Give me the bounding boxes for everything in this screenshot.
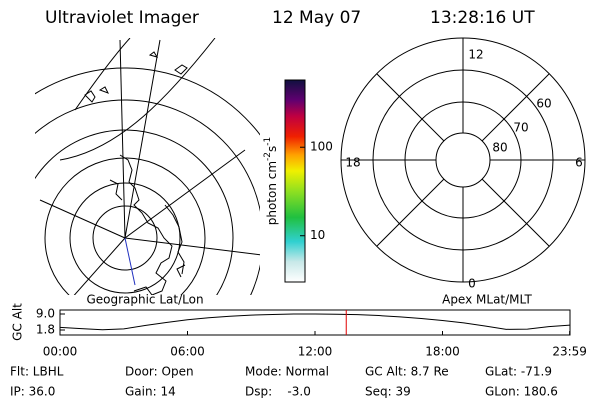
mlt-label: 0 [468, 277, 476, 291]
x-tick-label: 23:59 [552, 345, 587, 359]
label-sup: -1 [263, 137, 273, 146]
info-field: GLat: -71.9 [485, 365, 552, 379]
time: 13:28:16 UT [430, 8, 535, 28]
instrument: Ultraviolet Imager [45, 8, 199, 28]
label-part: s [265, 146, 279, 152]
x-tick-label: 00:00 [43, 345, 78, 359]
colorbar [284, 79, 306, 283]
info-field: Flt: LBHL [10, 365, 64, 379]
info-field: IP: 36.0 [10, 385, 55, 399]
info-field: GLon: 180.6 [485, 385, 558, 399]
mlt-label: 18 [345, 156, 360, 170]
label-part: photon cm [265, 161, 279, 225]
alt-plot: 1.8 9.0 00:00 06:00 12:00 18:00 23:59 [36, 307, 587, 359]
y-axis-label: GC Alt [11, 303, 25, 341]
x-tick-label: 18:00 [425, 345, 460, 359]
y-tick-label: 1.8 [36, 323, 55, 337]
info-field: Dsp: -3.0 [245, 385, 311, 399]
mlt-label: 6 [575, 156, 583, 170]
label-sup: -2 [263, 152, 273, 161]
panel-label: Geographic Lat/Lon [86, 293, 203, 307]
geo-map [35, 38, 260, 295]
info-panel: Flt: LBHL Door: Open Mode: Normal GC Alt: 8… [10, 365, 558, 399]
colorbar-ticks: 10 100 [300, 140, 333, 242]
mlat-label: 60 [536, 97, 551, 111]
panel-label: Apex MLat/MLT [442, 293, 532, 307]
info-field: Gain: 14 [125, 385, 176, 399]
info-field: Seq: 39 [365, 385, 411, 399]
colorbar-tick-label: 100 [310, 140, 333, 154]
colorbar-label: photon cm-2s-1 [263, 137, 279, 226]
mlat-label: 80 [492, 141, 507, 155]
mlt-label: 12 [468, 48, 483, 62]
y-tick-label: 9.0 [36, 307, 55, 321]
date: 12 May 07 [272, 8, 361, 28]
info-field: Mode: Normal [245, 365, 329, 379]
info-field: Door: Open [125, 365, 194, 379]
alt-line [59, 313, 571, 331]
polar-plot [340, 37, 586, 283]
mlat-label: 70 [513, 121, 528, 135]
x-tick-label: 06:00 [170, 345, 205, 359]
info-field: GC Alt: 8.7 Re [365, 365, 449, 379]
x-tick-label: 12:00 [298, 345, 333, 359]
colorbar-tick-label: 10 [310, 228, 325, 242]
